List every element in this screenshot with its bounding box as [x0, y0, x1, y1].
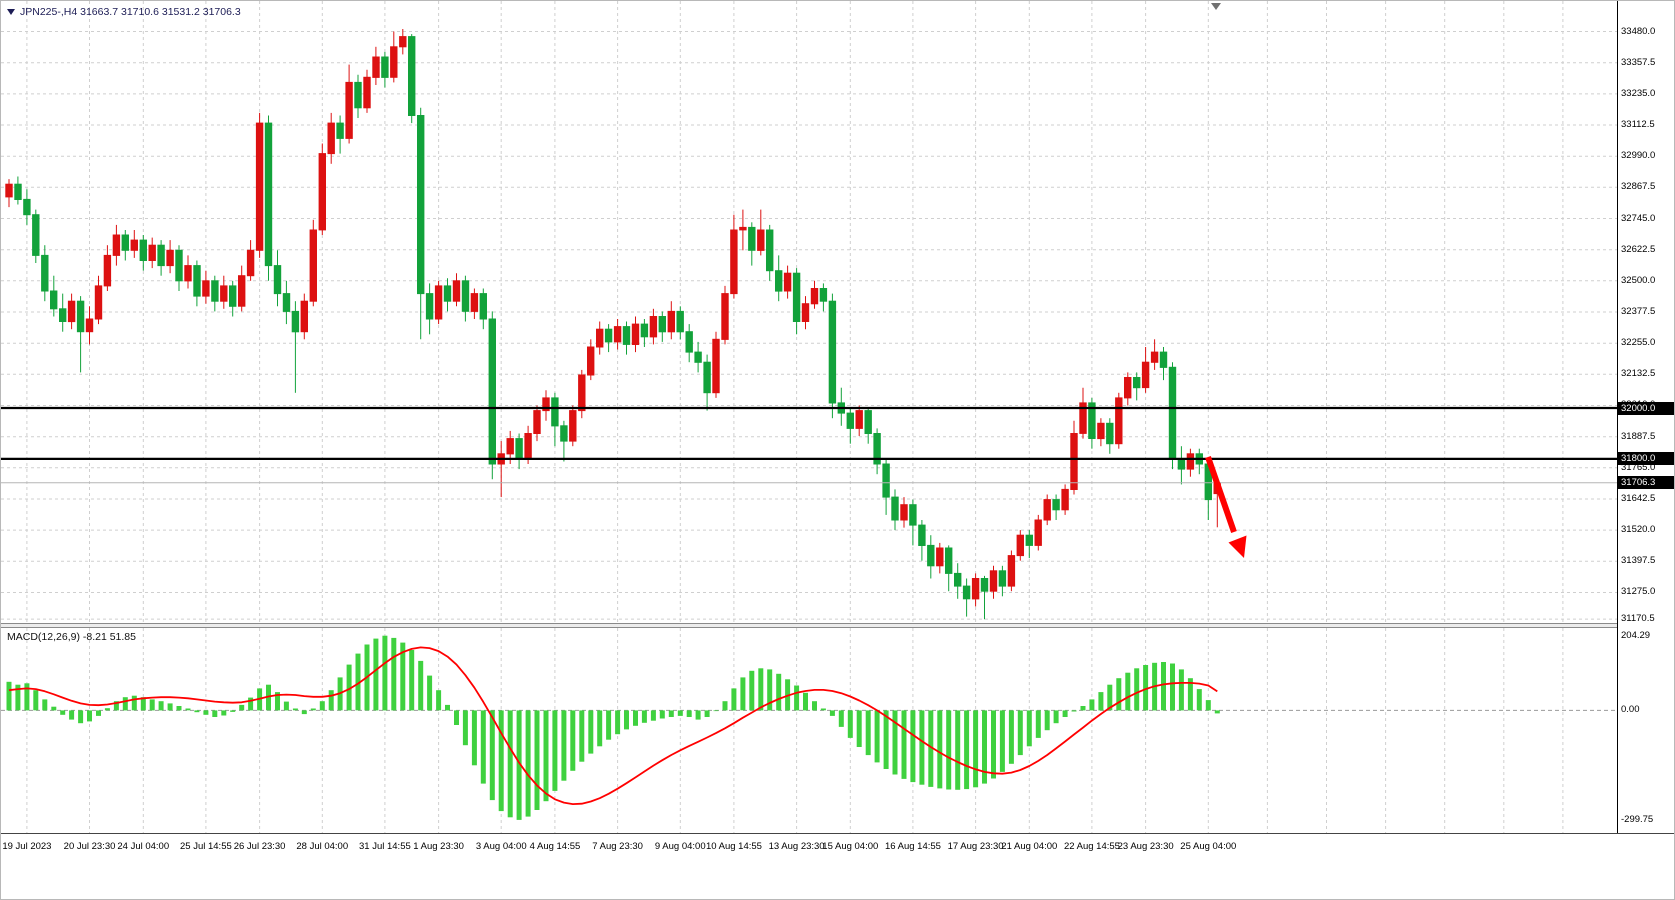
price-level-tag: 32000.0: [1618, 401, 1674, 415]
price-tick-label: 32377.5: [1621, 306, 1656, 317]
ohlc-info-bar: JPN225-,H4 31663.7 31710.6 31531.2 31706…: [7, 6, 241, 18]
time-tick-label: 13 Aug 23:30: [768, 841, 825, 852]
price-tick-label: 32867.5: [1621, 181, 1656, 193]
time-tick-label: 22 Aug 14:55: [1063, 841, 1120, 852]
price-tick-label: 33480.0: [1621, 25, 1656, 37]
macd-axis-label: -299.75: [1621, 814, 1654, 826]
price-axis-border: [1617, 1, 1618, 833]
time-tick-label: 15 Aug 04:00: [822, 841, 879, 852]
price-tick-label: 33357.5: [1621, 56, 1656, 68]
price-tick-label: 32745.0: [1621, 212, 1656, 224]
time-tick-label: 20 Jul 23:30: [63, 841, 116, 852]
current-price-tag: 31706.3: [1618, 476, 1674, 490]
time-tick-label: 28 Jul 04:00: [296, 841, 349, 852]
macd-axis-label: 204.29: [1621, 629, 1651, 641]
price-tick-label: 32255.0: [1621, 337, 1656, 349]
time-tick-label: 25 Aug 04:00: [1180, 841, 1237, 852]
time-tick-label: 26 Jul 23:30: [233, 841, 286, 852]
ohlc-info-text: JPN225-,H4 31663.7 31710.6 31531.2 31706…: [20, 6, 241, 18]
price-tick-label: 31275.0: [1621, 586, 1656, 598]
time-tick-label: 31 Jul 14:55: [359, 841, 411, 852]
price-tick-label: 33235.0: [1621, 87, 1656, 99]
price-tick-label: 32990.0: [1621, 150, 1656, 162]
price-tick-label: 31520.0: [1621, 524, 1656, 536]
time-axis-border: [1, 833, 1674, 834]
time-tick-label: 19 Jul 2023: [2, 841, 52, 852]
price-tick-label: 31170.5: [1621, 613, 1655, 625]
price-tick-label: 32132.5: [1621, 368, 1656, 380]
macd-axis-label: 0.00: [1621, 704, 1640, 716]
time-tick-label: 25 Jul 14:55: [180, 841, 232, 852]
price-tick-label: 31642.5: [1621, 492, 1656, 504]
price-level-tag: 31800.0: [1618, 452, 1674, 466]
time-tick-label: 21 Aug 04:00: [1001, 841, 1058, 852]
time-tick-label: 17 Aug 23:30: [947, 841, 1004, 852]
price-tick-label: 31765.0: [1621, 461, 1656, 473]
chart-shift-marker-icon[interactable]: [1211, 3, 1221, 10]
time-tick-label: 7 Aug 23:30: [592, 841, 643, 852]
price-tick-label: 31397.5: [1621, 555, 1656, 567]
time-tick-label: 24 Jul 04:00: [117, 841, 170, 852]
time-tick-label: 9 Aug 04:00: [654, 841, 706, 852]
macd-indicator-label: MACD(12,26,9) -8.21 51.85: [7, 631, 136, 643]
main-price-chart[interactable]: JPN225-,H4 31663.7 31710.6 31531.2 31706…: [1, 1, 1617, 623]
time-tick-label: 3 Aug 04:00: [475, 841, 527, 852]
price-tick-label: 32622.5: [1621, 243, 1656, 255]
pane-divider[interactable]: [1, 623, 1617, 628]
time-tick-label: 1 Aug 23:30: [413, 841, 464, 852]
macd-indicator-pane[interactable]: MACD(12,26,9) -8.21 51.85: [1, 628, 1617, 833]
trend-arrow-annotation[interactable]: [1205, 456, 1247, 558]
price-tick-label: 31887.5: [1621, 430, 1656, 442]
macd-chart-canvas[interactable]: [1, 628, 1617, 833]
time-tick-label: 23 Aug 23:30: [1117, 841, 1174, 852]
price-axis[interactable]: 33480.0 33357.5 33235.0 33112.5 32990.0 32867…: [1618, 1, 1674, 833]
symbol-dropdown-icon[interactable]: [7, 9, 15, 15]
time-tick-label: 16 Aug 14:55: [884, 841, 941, 852]
time-tick-label: 10 Aug 14:55: [705, 841, 762, 852]
candlestick-chart-canvas[interactable]: [1, 1, 1617, 623]
price-tick-label: 32500.0: [1621, 274, 1656, 286]
time-axis[interactable]: 19 Jul 2023 20 Jul 23:30 24 Jul 04:00 25 Ju…: [1, 834, 1674, 864]
time-tick-label: 4 Aug 14:55: [529, 841, 581, 852]
price-tick-label: 33112.5: [1621, 119, 1655, 131]
